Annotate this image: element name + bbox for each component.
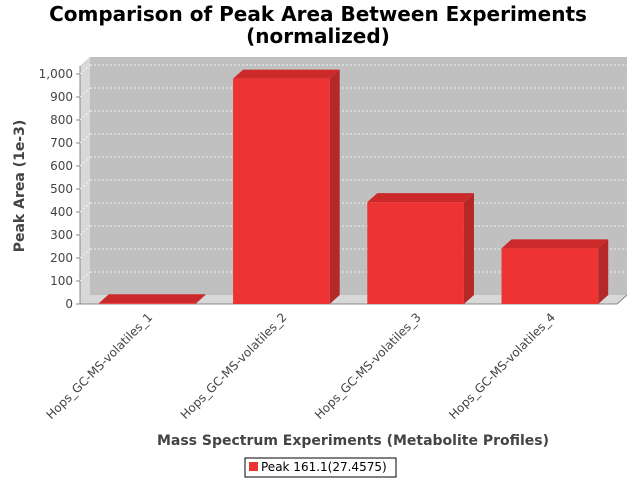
x-tick-label: Hops_GC-MS-volatiles_4 bbox=[446, 310, 558, 422]
x-tick-label: Hops_GC-MS-volatiles_1 bbox=[44, 310, 156, 422]
x-axis-corner bbox=[616, 294, 628, 305]
legend-label: Peak 161.1(27.4575) bbox=[261, 460, 387, 474]
bar-front bbox=[501, 248, 599, 304]
y-axis-ticks: 0 100 200 300 400 500 600 700 800 900 1,000 bbox=[39, 67, 80, 311]
chart-subtitle: (normalized) bbox=[246, 24, 390, 48]
bar-front bbox=[367, 202, 464, 304]
bar-side bbox=[195, 294, 206, 304]
y-tick-label: 200 bbox=[50, 251, 73, 265]
bar bbox=[367, 193, 474, 304]
bar-top bbox=[367, 193, 474, 203]
legend-box bbox=[244, 457, 397, 478]
plot-background bbox=[80, 57, 627, 304]
chart-title: Comparison of Peak Area Between Experime… bbox=[49, 2, 587, 26]
bar bbox=[233, 69, 340, 304]
y-tick-label: 800 bbox=[50, 113, 73, 127]
y-tick-label: 700 bbox=[50, 136, 73, 150]
bar-top bbox=[233, 69, 340, 79]
bar-side bbox=[598, 239, 609, 304]
legend-swatch bbox=[249, 462, 258, 471]
y-tick-label: 500 bbox=[50, 182, 73, 196]
x-axis-ticks: Hops_GC-MS-volatiles_1 Hops_GC-MS-volatil… bbox=[44, 310, 558, 422]
y-tick-label: 300 bbox=[50, 228, 73, 242]
x-axis-label: Mass Spectrum Experiments (Metabolite Pr… bbox=[157, 433, 549, 449]
floor bbox=[80, 295, 627, 304]
bar-side bbox=[329, 69, 340, 304]
y-tick-label: 100 bbox=[50, 274, 73, 288]
bar-front bbox=[233, 78, 330, 304]
legend: Peak 161.1(27.4575) bbox=[244, 457, 397, 478]
bar-side bbox=[463, 193, 474, 304]
bar-front bbox=[98, 303, 196, 304]
x-tick-label: Hops_GC-MS-volatiles_2 bbox=[178, 310, 290, 422]
bar-top bbox=[501, 239, 609, 249]
y-tick-label: 0 bbox=[65, 297, 73, 311]
x-tick-label: Hops_GC-MS-volatiles_3 bbox=[312, 310, 424, 422]
bar bbox=[501, 239, 609, 304]
y-tick-label: 1,000 bbox=[39, 67, 73, 81]
bars bbox=[98, 69, 609, 304]
y-gridlines bbox=[79, 64, 627, 282]
y-tick-label: 900 bbox=[50, 90, 73, 104]
y-tick-label: 400 bbox=[50, 205, 73, 219]
bar bbox=[98, 294, 206, 304]
bar-top bbox=[98, 294, 206, 304]
left-wall bbox=[80, 57, 90, 304]
y-axis-label: Peak Area (1e-3) bbox=[12, 120, 28, 253]
y-tick-label: 600 bbox=[50, 159, 73, 173]
